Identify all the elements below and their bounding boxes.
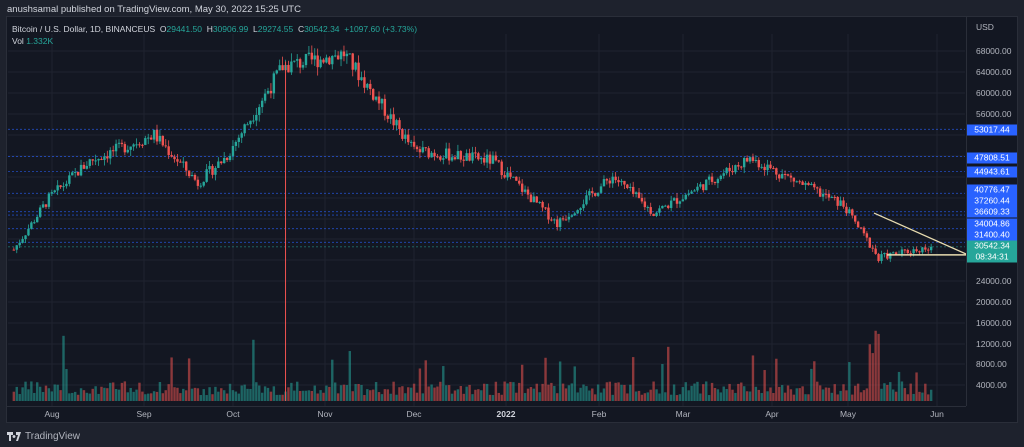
time-label: Sep xyxy=(136,409,152,419)
publisher-line: anushsamal published on TradingView.com,… xyxy=(7,4,301,15)
volume-legend: Vol 1.332K xyxy=(12,36,54,46)
level-tag: 47808.51 xyxy=(967,152,1017,164)
tradingview-brand[interactable]: TradingView xyxy=(7,431,80,442)
time-label: Feb xyxy=(591,409,607,419)
time-label: Oct xyxy=(226,409,240,419)
volume-tick: 16000.00 xyxy=(976,318,1012,328)
countdown-tag: 08:34:31 xyxy=(967,251,1017,263)
time-label: Nov xyxy=(317,409,333,419)
level-tag: 40776.47 xyxy=(967,184,1017,196)
currency-label: USD xyxy=(976,22,994,32)
price-tick: 60000.00 xyxy=(976,88,1012,98)
time-label: Dec xyxy=(406,409,422,419)
low-value: 29274.55 xyxy=(257,24,294,34)
current-price-tag: 30542.34 xyxy=(967,240,1017,252)
tradingview-logo-icon xyxy=(7,432,21,441)
time-label: Aug xyxy=(44,409,60,419)
open-value: 29441.50 xyxy=(166,24,202,34)
close-value: 30542.34 xyxy=(304,24,340,34)
high-value: 30906.99 xyxy=(212,24,249,34)
volume-tick: 20000.00 xyxy=(976,297,1012,307)
level-tag: 44943.61 xyxy=(967,166,1017,178)
volume-value: 1.332K xyxy=(26,36,54,46)
level-tag: 31400.40 xyxy=(967,229,1017,241)
price-tick: 24000.00 xyxy=(976,276,1012,286)
volume-tick: 12000.00 xyxy=(976,339,1012,349)
price-tick: 56000.00 xyxy=(976,109,1012,119)
ohlc-legend: Bitcoin / U.S. Dollar, 1D, BINANCEUS O29… xyxy=(12,24,418,34)
level-tag: 53017.44 xyxy=(967,124,1017,136)
time-label: Jun xyxy=(930,409,944,419)
time-label-year: 2022 xyxy=(496,409,516,419)
time-label: Mar xyxy=(675,409,691,419)
level-tag: 37260.44 xyxy=(967,195,1017,207)
price-tick: 68000.00 xyxy=(976,46,1012,56)
time-label: May xyxy=(839,409,857,419)
price-tick: 64000.00 xyxy=(976,67,1012,77)
volume-tick: 4000.00 xyxy=(976,380,1007,390)
level-tag: 34004.86 xyxy=(967,218,1017,230)
change-value: +1097.60 (+3.73%) xyxy=(344,24,418,34)
level-tag: 36609.33 xyxy=(967,206,1017,218)
symbol-label: Bitcoin / U.S. Dollar, 1D, BINANCEUS xyxy=(12,24,156,34)
time-label: Apr xyxy=(765,409,779,419)
time-axis[interactable] xyxy=(6,406,966,424)
volume-tick: 8000.00 xyxy=(976,359,1007,369)
price-axis[interactable] xyxy=(966,16,1019,406)
